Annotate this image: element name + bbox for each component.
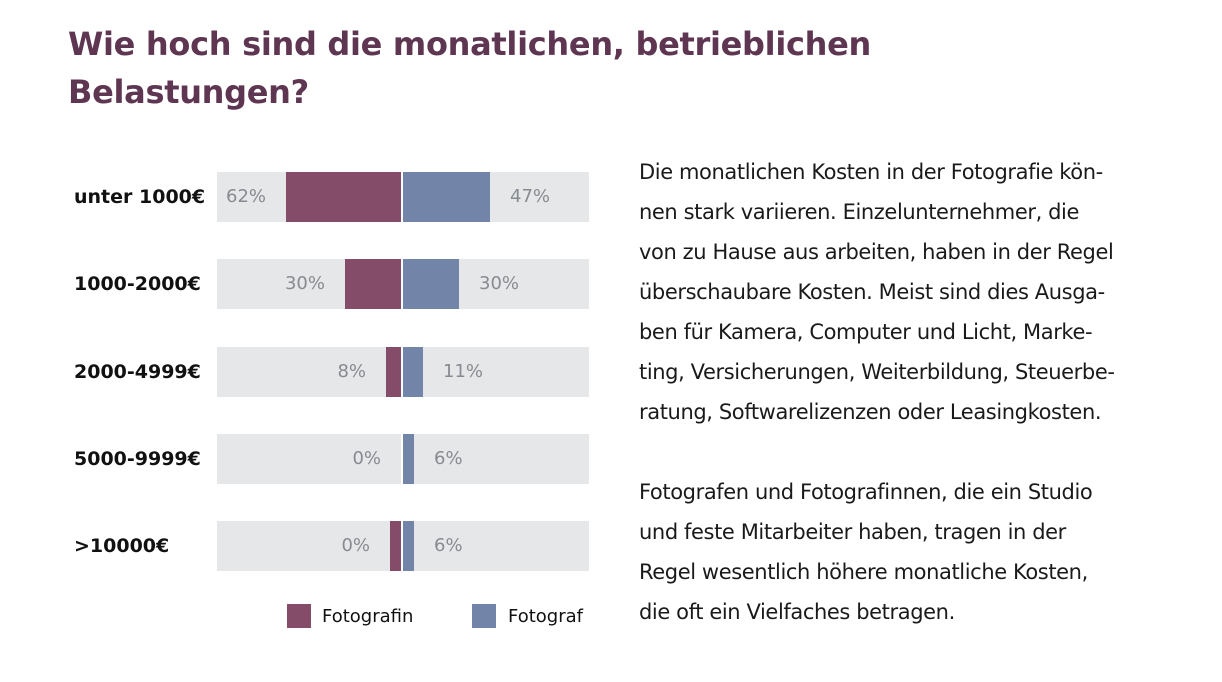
category-label: unter 1000€ [74,186,206,208]
center-divider [401,259,403,309]
bar-fotografin [386,347,401,397]
bar-fotograf [403,521,414,571]
diverging-bar-chart: unter 1000€ 62% 47% 1000-2000€ 30% 30% 2000-49… [0,0,610,682]
legend-label-fotografin: Fotografin [322,606,414,627]
text-line: Die monatlichen Kosten in der Fotografie… [639,160,1103,184]
value-label-fotograf: 6% [434,448,463,469]
category-label: 5000-9999€ [74,448,201,470]
bar-fotograf [403,347,423,397]
page-title: Wie hoch sind die monatlichen, betriebli… [68,25,872,111]
bar-fotograf [403,259,459,309]
category-label: 1000-2000€ [74,273,201,295]
text-line: nen stark variieren. Einzelunternehmer, … [639,200,1080,224]
category-label: >10000€ [74,535,170,557]
text-line: überschaubare Kosten. Meist sind dies Au… [639,280,1105,304]
bar-fotografin [286,172,401,222]
text-line: Fotografen und Fotografinnen, die ein St… [639,480,1093,504]
text-line: ben für Kamera, Computer und Licht, Mark… [639,320,1093,344]
value-label-fotograf: 30% [479,273,520,294]
legend-label-fotograf: Fotograf [508,606,583,627]
value-label-fotografin: 0% [341,535,370,556]
center-divider [401,347,403,397]
text-line: Regel wesentlich höhere monatliche Koste… [639,560,1088,584]
paragraph-1: Die monatlichen Kosten in der Fotografie… [639,152,1159,432]
value-label-fotografin: 62% [226,186,267,207]
text-line: ting, Versicherungen, Weiterbildung, Ste… [639,360,1115,384]
value-label-fotograf: 6% [434,535,463,556]
text-line: von zu Hause aus arbeiten, haben in der … [639,240,1114,264]
bar-fotografin [390,521,401,571]
legend-swatch-fotografin [287,604,311,628]
category-label: 2000-4999€ [74,361,201,383]
value-label-fotograf: 11% [443,361,484,382]
text-line: die oft ein Vielfaches betragen. [639,600,955,624]
value-label-fotografin: 30% [284,273,325,294]
bar-fotograf [403,434,414,484]
value-label-fotografin: 0% [352,448,381,469]
center-divider [401,521,403,571]
bar-fotografin [345,259,401,309]
center-divider [401,172,403,222]
text-line: und feste Mitarbeiter haben, tragen in d… [639,520,1066,544]
value-label-fotograf: 47% [510,186,551,207]
description-text: Die monatlichen Kosten in der Fotografie… [639,152,1159,632]
legend-swatch-fotograf [472,604,496,628]
value-label-fotografin: 8% [337,361,366,382]
text-line: ratung, Softwarelizenzen oder Leasingkos… [639,400,1102,424]
paragraph-2: Fotografen und Fotografinnen, die ein St… [639,472,1159,632]
center-divider [401,434,403,484]
bar-fotograf [403,172,490,222]
